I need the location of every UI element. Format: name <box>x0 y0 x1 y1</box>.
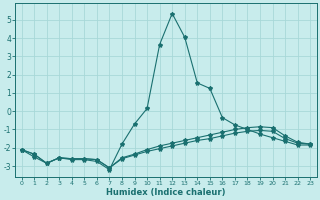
X-axis label: Humidex (Indice chaleur): Humidex (Indice chaleur) <box>106 188 226 197</box>
